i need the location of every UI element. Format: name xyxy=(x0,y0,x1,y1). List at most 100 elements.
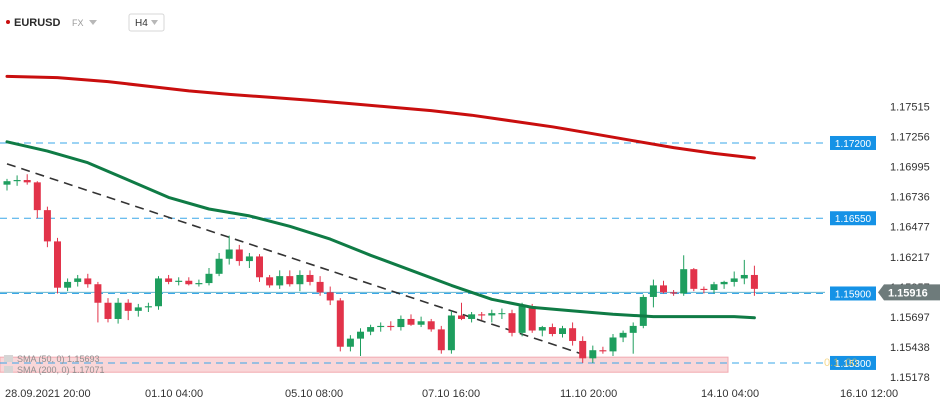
candle-body xyxy=(104,302,112,319)
support-zone-rect xyxy=(0,356,729,373)
candle-body xyxy=(346,338,354,347)
level-label: 1.17200 xyxy=(835,139,872,150)
candle-body xyxy=(185,280,193,285)
candle-body xyxy=(124,302,132,311)
candle-body xyxy=(427,321,435,330)
candles xyxy=(3,174,758,363)
candle-body xyxy=(205,273,213,284)
symbol-dot-icon xyxy=(6,20,10,24)
candle-body xyxy=(94,284,102,303)
candle-body xyxy=(84,278,92,285)
candle-body xyxy=(306,274,314,282)
candle-body xyxy=(195,283,203,285)
candle-body xyxy=(276,276,284,286)
candle-body xyxy=(589,350,597,359)
candle-body xyxy=(609,337,617,352)
candle-body xyxy=(326,292,334,301)
current-price-badge xyxy=(878,284,940,301)
candle-body xyxy=(740,274,748,279)
candle-body xyxy=(13,180,21,182)
candle-body xyxy=(23,180,31,183)
support-zone xyxy=(0,356,729,373)
horizontal-levels xyxy=(0,142,825,364)
candle-body xyxy=(155,278,162,307)
candle-body xyxy=(569,328,577,341)
sma50-legend-swatch xyxy=(4,355,13,362)
trendline xyxy=(6,163,585,356)
candle-body xyxy=(256,256,263,278)
candle-body xyxy=(478,314,486,316)
candle-body xyxy=(175,280,183,282)
candle-body xyxy=(245,256,253,262)
y-tick-label: 1.16217 xyxy=(890,252,930,264)
moving-averages xyxy=(5,74,756,320)
candle-body xyxy=(377,325,385,328)
candle-body xyxy=(54,241,61,288)
x-tick-label: 28.09.2021 20:00 xyxy=(5,388,91,400)
x-tick-label: 05.10 08:00 xyxy=(285,388,343,400)
candle-body xyxy=(266,277,274,286)
sma200-legend-label: SMA (200, 0) 1.17071 xyxy=(17,365,105,375)
current-price-label: 1.15916 xyxy=(888,287,928,299)
candle-body xyxy=(3,181,11,185)
candle-body xyxy=(670,292,678,294)
x-tick-label: 01.10 04:00 xyxy=(145,388,203,400)
y-tick-label: 1.17515 xyxy=(890,102,930,114)
x-tick-label: 16.10 12:00 xyxy=(840,388,898,400)
candle-body xyxy=(74,278,82,282)
candle-body xyxy=(367,327,375,332)
candle-body xyxy=(43,210,51,242)
chart-header: EURUSD FX H4 xyxy=(6,13,165,32)
candle-body xyxy=(508,313,516,333)
sma200-legend-swatch xyxy=(4,366,13,373)
candle-body xyxy=(720,281,728,285)
symbol-label[interactable]: EURUSD xyxy=(14,17,61,29)
candle-body xyxy=(114,302,122,319)
level-label: 1.16550 xyxy=(835,214,872,225)
timeframe-dropdown-icon[interactable] xyxy=(151,20,158,25)
level-label-bg xyxy=(830,211,876,226)
candle-body xyxy=(447,315,455,351)
indicator-legend: SMA (50, 0) 1.15693 SMA (200, 0) 1.17071… xyxy=(4,354,858,375)
candle-body xyxy=(660,285,667,293)
candle-body xyxy=(680,269,688,294)
x-tick-label: 14.10 04:00 xyxy=(701,388,759,400)
candle-body xyxy=(458,315,465,319)
candle-body xyxy=(750,274,758,289)
candle-body xyxy=(629,325,637,333)
symbol-dropdown-icon[interactable] xyxy=(89,20,97,25)
y-tick-label: 1.17256 xyxy=(890,132,930,144)
faded-note: 0.1 .00 xyxy=(824,357,858,369)
y-tick-label: 1.16736 xyxy=(890,192,930,204)
x-axis: 28.09.2021 20:00 01.10 04:00 05.10 08:00 07… xyxy=(5,388,898,400)
sma50-legend-label: SMA (50, 0) 1.15693 xyxy=(17,354,100,364)
candle-body xyxy=(215,258,223,274)
candle-body xyxy=(548,327,556,335)
candle-body xyxy=(387,325,395,328)
candle-body xyxy=(690,269,698,289)
candle-body xyxy=(417,321,425,325)
candle-body xyxy=(619,332,627,338)
candle-body xyxy=(286,276,294,285)
candle-body xyxy=(336,300,344,347)
y-tick-label: 1.15438 xyxy=(890,342,930,354)
candle-body xyxy=(357,331,364,339)
candle-body xyxy=(165,278,173,282)
x-tick-label: 07.10 16:00 xyxy=(422,388,480,400)
candle-body xyxy=(316,281,324,293)
candle-body xyxy=(33,182,41,211)
y-tick-label: 1.15178 xyxy=(890,372,930,384)
candle-body xyxy=(579,340,587,359)
candle-body xyxy=(710,284,718,291)
candle-body xyxy=(296,274,304,285)
level-label-bg xyxy=(830,286,876,301)
sma50-line xyxy=(5,140,756,320)
trendline-line xyxy=(6,163,585,356)
candle-body xyxy=(488,313,496,316)
timeframe-selector[interactable] xyxy=(128,13,165,32)
candle-body xyxy=(599,350,607,352)
current-price-marker: 1.15916 xyxy=(878,284,940,301)
candle-body xyxy=(144,306,152,308)
candle-body xyxy=(559,328,566,335)
